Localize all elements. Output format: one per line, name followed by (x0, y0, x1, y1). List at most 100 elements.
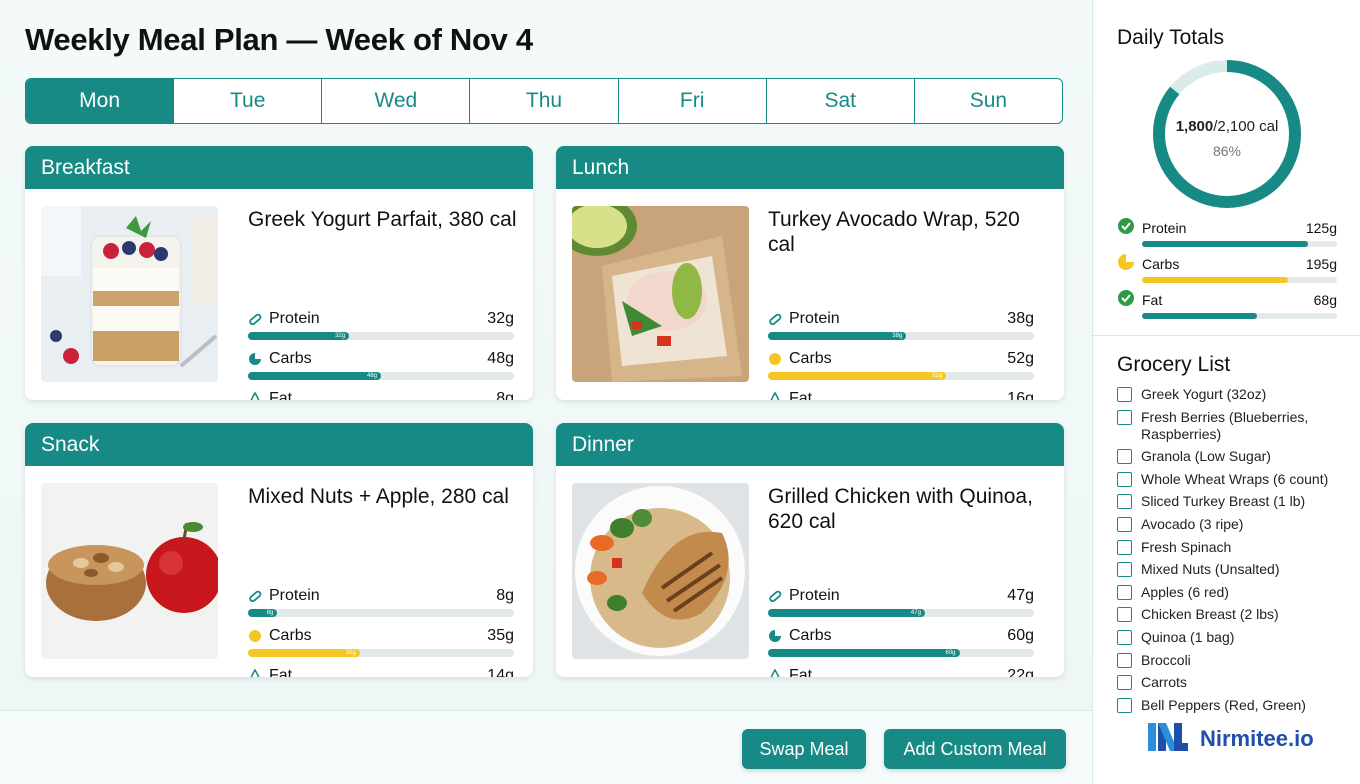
swap-meal-button[interactable]: Swap Meal (742, 729, 866, 769)
grocery-item-label: Chicken Breast (2 lbs) (1141, 606, 1279, 623)
macro-bar: 52g (768, 372, 1034, 380)
checkbox[interactable] (1117, 409, 1132, 425)
grocery-item-label: Carrots (1141, 674, 1187, 691)
grocery-item[interactable]: Carrots (1117, 674, 1347, 691)
macro-carbs: Carbs 60g 60g (768, 626, 1034, 660)
checkbox[interactable] (1117, 629, 1132, 645)
checkbox[interactable] (1117, 387, 1132, 402)
tab-sat[interactable]: Sat (767, 79, 915, 123)
macro-fat: Fat 16g 16g (768, 389, 1034, 400)
checkbox[interactable] (1117, 449, 1132, 465)
checkbox[interactable] (1117, 539, 1132, 555)
macro-value: 38g (1007, 310, 1034, 327)
daily-macro-label: Protein (1142, 220, 1187, 236)
meal-card-lunch[interactable]: Lunch Turkey Avocado Wrap, 520 cal (556, 146, 1064, 400)
daily-macro-bar-fill (1142, 241, 1308, 247)
grocery-item-label: Bell Peppers (Red, Green) (1141, 696, 1306, 713)
droplet-icon (248, 392, 262, 400)
macro-bar: 8g (248, 609, 514, 617)
macro-protein: Protein 38g 38g (768, 309, 1034, 343)
daily-macro-label: Carbs (1142, 256, 1180, 272)
daily-macro-bar (1142, 241, 1337, 247)
grocery-item[interactable]: Sliced Turkey Breast (1 lb) (1117, 493, 1347, 510)
nirmitee-logo-icon (1148, 721, 1188, 758)
tab-thu[interactable]: Thu (470, 79, 619, 123)
add-custom-meal-button[interactable]: Add Custom Meal (884, 729, 1066, 769)
macro-value: 8g (496, 390, 514, 400)
daily-macro-bar (1142, 277, 1337, 283)
chicken-quinoa-image (572, 483, 749, 659)
grocery-list-title: Grocery List (1117, 353, 1231, 376)
macro-bar: 38g (768, 332, 1034, 340)
macro-carbs: Carbs 35g 35g (248, 626, 514, 660)
macro-value: 32g (487, 310, 514, 327)
grocery-item[interactable]: Greek Yogurt (32oz) (1117, 386, 1347, 403)
pill-icon (768, 312, 782, 326)
checkbox[interactable] (1117, 652, 1132, 668)
grocery-item[interactable]: Avocado (3 ripe) (1117, 516, 1347, 533)
droplet-icon (768, 392, 782, 400)
checkbox[interactable] (1117, 516, 1132, 532)
meal-card-breakfast[interactable]: Breakfast (25, 146, 533, 400)
macro-value: 60g (1007, 627, 1034, 644)
grocery-item-label: Granola (Low Sugar) (1141, 448, 1271, 465)
pill-icon (768, 589, 782, 603)
meal-card-snack[interactable]: Snack Mixed Nuts + Apple, 280 cal (25, 423, 533, 677)
grocery-item[interactable]: Whole Wheat Wraps (6 count) (1117, 471, 1347, 488)
yogurt-parfait-image (41, 206, 218, 382)
meal-name: Grilled Chicken with Quinoa, 620 cal (768, 485, 1033, 533)
macro-label: Protein (789, 310, 840, 327)
grocery-item[interactable]: Granola (Low Sugar) (1117, 448, 1347, 465)
macro-label: Protein (269, 310, 320, 327)
macro-bar-fill: 38g (768, 332, 907, 340)
macro-bar: 32g (248, 332, 514, 340)
checkbox[interactable] (1117, 697, 1132, 713)
check-icon (1117, 217, 1135, 240)
brand-name: Nirmitee.io (1200, 726, 1314, 751)
checkbox[interactable] (1117, 494, 1132, 510)
daily-carbs-row: Carbs 195g (1117, 253, 1337, 285)
macro-label: Carbs (269, 350, 312, 367)
tab-sun[interactable]: Sun (969, 89, 1008, 112)
macro-label: Protein (789, 587, 840, 604)
grocery-item[interactable]: Bell Peppers (Red, Green) (1117, 697, 1347, 714)
calorie-donut-chart (1153, 60, 1301, 208)
grocery-item[interactable]: Quinoa (1 bag) (1117, 629, 1347, 646)
daily-macro-value: 195g (1305, 256, 1337, 272)
grocery-item[interactable]: Broccoli (1117, 652, 1347, 669)
macro-value: 35g (487, 627, 514, 644)
meal-card-header: Lunch (556, 146, 1064, 189)
macro-bar: 60g (768, 649, 1034, 657)
macro-label: Fat (789, 667, 813, 677)
calorie-percent: 86% (1212, 143, 1242, 159)
grocery-item[interactable]: Fresh Spinach (1117, 539, 1347, 556)
checkbox[interactable] (1117, 471, 1132, 487)
daily-macro-value: 68g (1313, 292, 1337, 308)
grocery-item-label: Fresh Berries (Blueberries, Raspberries) (1141, 408, 1309, 442)
grocery-item[interactable]: Mixed Nuts (Unsalted) (1117, 561, 1347, 578)
grocery-item[interactable]: Fresh Berries (Blueberries, Raspberries) (1117, 409, 1347, 443)
pill-icon (248, 589, 262, 603)
droplet-icon (248, 669, 262, 677)
tab-wed[interactable]: Wed (322, 79, 471, 123)
checkbox[interactable] (1117, 607, 1132, 623)
grocery-item-label: Sliced Turkey Breast (1 lb) (1141, 493, 1306, 510)
grocery-item[interactable]: Chicken Breast (2 lbs) (1117, 606, 1347, 623)
checkbox[interactable] (1117, 584, 1132, 600)
tab-tue[interactable]: Tue (174, 79, 323, 123)
tab-mon[interactable]: Mon (26, 79, 175, 123)
check-icon (1117, 289, 1135, 312)
macro-label: Fat (269, 667, 293, 677)
grocery-item[interactable]: Apples (6 red) (1117, 584, 1347, 601)
macro-bar: 35g (248, 649, 514, 657)
macro-bar-fill: 32g (248, 332, 350, 340)
macro-bar-fill: 52g (768, 372, 947, 380)
main-panel: Weekly Meal Plan — Week of Nov 4 Mon Tue… (0, 0, 1092, 784)
grocery-item-label: Mixed Nuts (Unsalted) (1141, 561, 1280, 578)
checkbox[interactable] (1117, 675, 1132, 691)
turkey-wrap-image (572, 206, 749, 382)
daily-macro-bar-fill (1142, 277, 1289, 283)
checkbox[interactable] (1117, 562, 1132, 578)
tab-fri[interactable]: Fri (619, 79, 767, 123)
meal-card-dinner[interactable]: Dinner Grilled Chicken with Quinoa, (556, 423, 1064, 677)
